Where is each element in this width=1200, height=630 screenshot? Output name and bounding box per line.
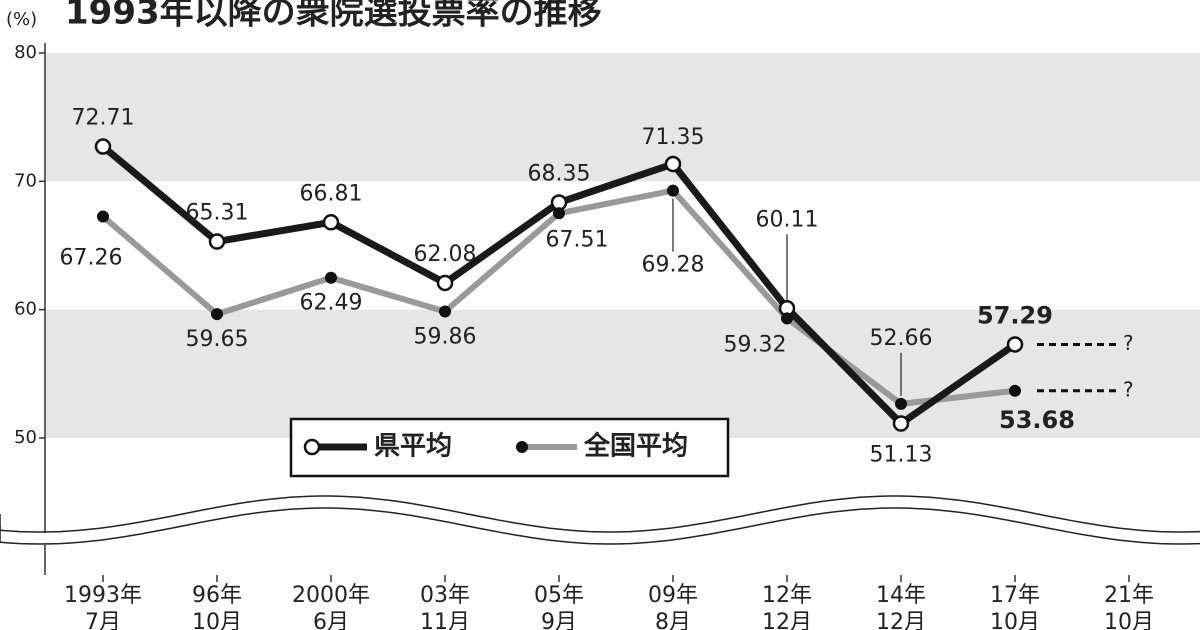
data-label: 52.66 — [870, 326, 933, 351]
data-label: 71.35 — [642, 125, 705, 150]
data-label: 62.49 — [300, 291, 363, 316]
x-tick-label: 09年 — [648, 583, 698, 608]
legend-marker — [516, 441, 528, 453]
data-label: 57.29 — [977, 301, 1053, 329]
point — [322, 214, 340, 231]
point — [664, 155, 682, 173]
point — [892, 415, 910, 432]
point — [211, 308, 223, 321]
point — [553, 207, 565, 220]
data-label: 59.32 — [724, 332, 787, 357]
x-tick-label: 05年 — [534, 583, 584, 608]
point — [208, 233, 226, 250]
x-tick-label: 12月 — [762, 610, 812, 630]
x-tick-label: 9月 — [541, 610, 577, 630]
point — [667, 184, 679, 197]
point — [895, 397, 907, 410]
data-label: 60.11 — [756, 207, 819, 232]
legend-marker — [303, 438, 321, 456]
x-tick-label: 10月 — [192, 610, 242, 630]
projection-label: ? — [1123, 377, 1134, 401]
data-label: 66.81 — [300, 181, 363, 206]
axis-break-fill — [0, 540, 1200, 574]
y-unit: (%) — [6, 9, 37, 30]
x-tick-label: 96年 — [192, 583, 242, 608]
y-tick-label: 70 — [14, 170, 37, 191]
data-label: 67.26 — [60, 245, 123, 270]
x-tick-label: 03年 — [420, 583, 470, 608]
x-tick-label: 21年 — [1104, 583, 1154, 608]
point — [781, 312, 793, 325]
x-tick-label: 2000年 — [292, 583, 370, 608]
data-label: 68.35 — [528, 162, 591, 187]
x-tick-label: 1993年 — [64, 583, 142, 608]
data-label: 65.31 — [186, 201, 249, 226]
x-tick-label: 12年 — [762, 583, 812, 608]
y-tick-label: 60 — [14, 299, 37, 320]
data-label: 59.65 — [186, 327, 249, 352]
grid-band — [45, 309, 1200, 438]
data-label: 53.68 — [999, 406, 1075, 434]
data-label: 62.08 — [414, 242, 477, 267]
x-tick-label: 10月 — [1104, 610, 1154, 630]
x-tick-label: 14年 — [876, 583, 926, 608]
y-tick-label: 50 — [14, 427, 37, 448]
x-tick-label: 11月 — [420, 610, 470, 630]
x-tick-label: 8月 — [655, 610, 691, 630]
x-tick-label: 12月 — [876, 610, 926, 630]
point — [439, 305, 451, 318]
data-label: 59.86 — [414, 324, 477, 349]
point — [94, 138, 112, 155]
x-tick-label: 10月 — [990, 610, 1040, 630]
x-tick-label: 7月 — [85, 610, 121, 630]
point — [436, 274, 454, 292]
data-label: 67.51 — [546, 227, 609, 252]
axis-break-line — [0, 495, 1200, 533]
legend-label: 全国平均 — [583, 431, 688, 462]
axis-break-line — [0, 507, 1200, 545]
legend-label: 県平均 — [374, 432, 452, 462]
grid-band — [45, 53, 1200, 182]
chart-title: 1993年以降の衆院選投票率の推移 — [65, 0, 602, 33]
x-tick-label: 17年 — [990, 583, 1040, 608]
point — [1006, 336, 1024, 353]
point — [97, 210, 109, 223]
y-tick-label: 80 — [14, 42, 37, 63]
point — [1009, 384, 1021, 397]
data-label: 69.28 — [642, 253, 705, 278]
data-label: 51.13 — [870, 442, 933, 467]
x-tick-label: 6月 — [313, 610, 349, 630]
data-label: 72.71 — [72, 106, 135, 131]
projection-label: ? — [1123, 331, 1134, 355]
point — [325, 271, 337, 284]
